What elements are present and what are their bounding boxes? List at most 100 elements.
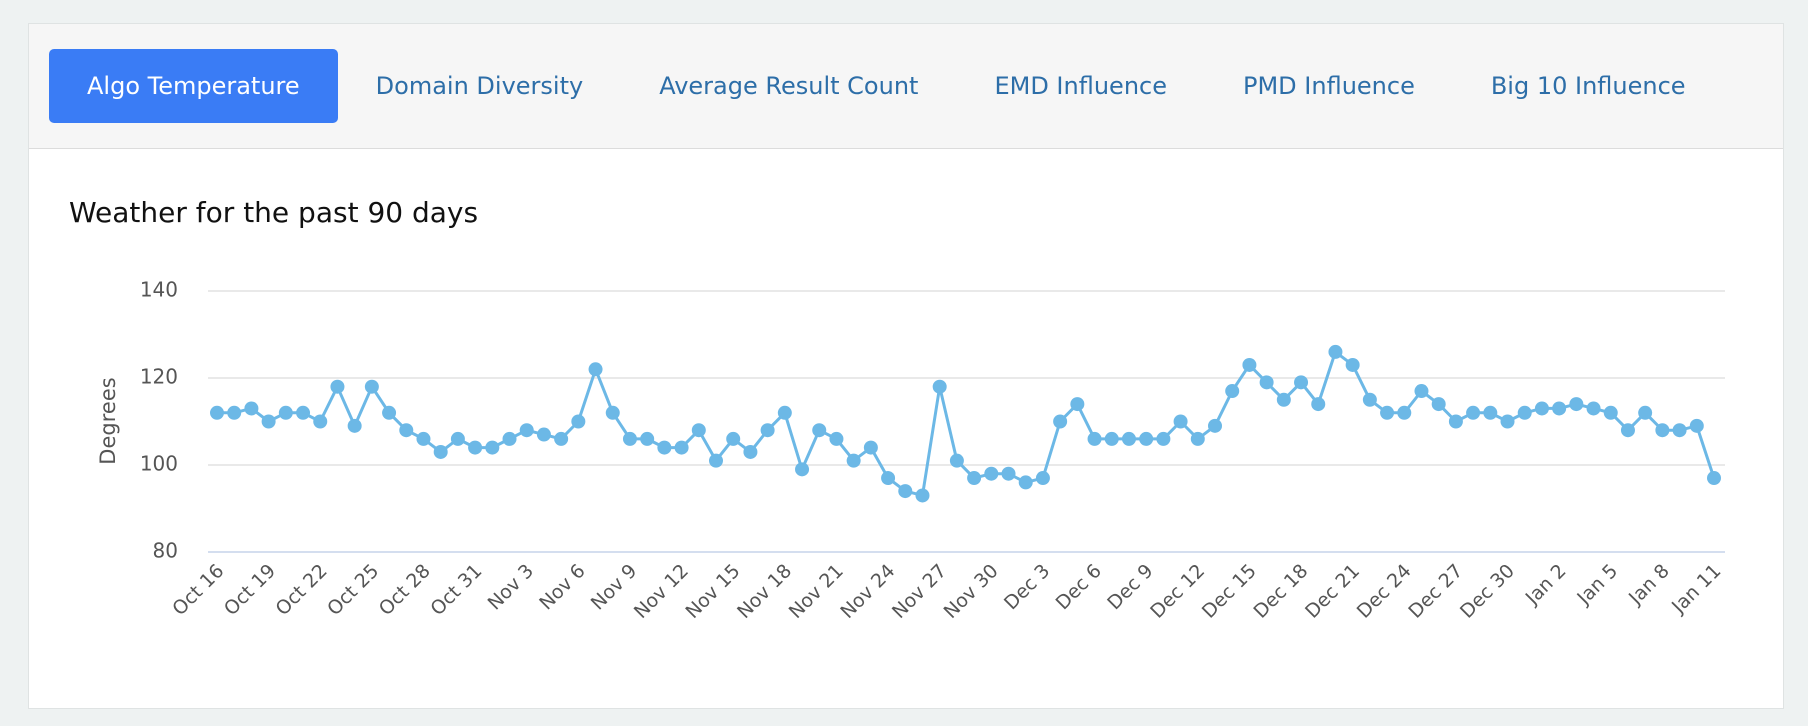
point [1311, 397, 1326, 412]
point [1620, 423, 1635, 438]
point [485, 440, 500, 455]
point [1225, 384, 1240, 399]
point [227, 405, 242, 420]
x-tick-label: Nov 30 [940, 560, 1003, 623]
point [674, 440, 689, 455]
x-tick-label: Oct 25 [323, 560, 383, 620]
point [1448, 414, 1463, 429]
point [296, 405, 311, 420]
tab[interactable]: Big 10 Influence [1490, 72, 1686, 100]
point [1707, 471, 1721, 486]
point [1139, 431, 1154, 446]
x-tick-label: Jan 5 [1572, 560, 1622, 610]
x-tick-label: Nov 27 [888, 560, 951, 623]
point [760, 423, 775, 438]
point [1552, 401, 1567, 416]
point [1500, 414, 1515, 429]
point [1431, 397, 1446, 412]
point [1672, 423, 1687, 438]
point [898, 484, 913, 499]
tab[interactable]: Average Result Count [659, 72, 919, 100]
point [915, 488, 930, 503]
point [1328, 344, 1343, 359]
point [863, 440, 878, 455]
point [347, 418, 362, 433]
point [881, 471, 896, 486]
tab[interactable]: PMD Influence [1243, 72, 1415, 100]
point [984, 466, 999, 481]
x-tick-label: Nov 6 [535, 560, 590, 615]
chart-title: Weather for the past 90 days [69, 196, 478, 229]
point [967, 471, 982, 486]
point [1380, 405, 1395, 420]
x-tick-label: Nov 15 [681, 560, 744, 623]
x-tick-label: Oct 19 [220, 560, 280, 620]
point [1294, 375, 1309, 390]
point [1483, 405, 1498, 420]
point [1569, 397, 1584, 412]
point [932, 379, 947, 394]
x-tick-label: Jan 2 [1521, 560, 1571, 610]
point [1208, 418, 1222, 433]
point [519, 423, 534, 438]
x-tick-label: Oct 22 [272, 560, 332, 620]
point [1603, 405, 1618, 420]
point [468, 440, 483, 455]
point [1638, 405, 1653, 420]
point [1466, 405, 1481, 420]
y-tick-label: 140 [140, 278, 178, 302]
point [1087, 431, 1102, 446]
x-tick-label: Nov 21 [785, 560, 848, 623]
point [450, 431, 465, 446]
x-tick-label: Nov 18 [733, 560, 796, 623]
point [605, 405, 620, 420]
point [795, 462, 810, 477]
x-tick-label: Dec 6 [1052, 560, 1106, 614]
tab[interactable]: Domain Diversity [375, 72, 584, 100]
point [640, 431, 655, 446]
point [622, 431, 637, 446]
point [1259, 375, 1274, 390]
point [1517, 405, 1532, 420]
point [1586, 401, 1601, 416]
x-tick-label: Nov 3 [484, 560, 539, 615]
y-axis-label: Degrees [96, 377, 120, 464]
point [1104, 431, 1119, 446]
point [777, 405, 792, 420]
point [399, 423, 414, 438]
point [846, 453, 861, 468]
point [261, 414, 276, 429]
point [726, 431, 741, 446]
point [1362, 392, 1377, 407]
point [1053, 414, 1068, 429]
tab[interactable]: Algo Temperature [49, 49, 338, 123]
point [812, 423, 827, 438]
point [554, 431, 569, 446]
x-tick-label: Jan 8 [1624, 560, 1674, 610]
point [691, 423, 706, 438]
x-tick-label: Oct 31 [426, 560, 486, 620]
point [1121, 431, 1136, 446]
point [1173, 414, 1188, 429]
point [1156, 431, 1171, 446]
x-tick-label: Dec 30 [1456, 560, 1519, 623]
point [588, 362, 603, 377]
x-tick-label: Oct 16 [168, 560, 228, 620]
point [949, 453, 964, 468]
point [743, 444, 758, 459]
y-tick-label: 120 [140, 365, 178, 389]
point [278, 405, 293, 420]
point [382, 405, 397, 420]
tab[interactable]: EMD Influence [994, 72, 1167, 100]
point [829, 431, 844, 446]
point [416, 431, 431, 446]
x-tick-label: Dec 15 [1198, 560, 1261, 623]
point [433, 444, 448, 459]
point [1242, 357, 1257, 372]
point [1534, 401, 1549, 416]
point [657, 440, 672, 455]
line [217, 350, 1716, 497]
tab-bar: Algo Temperature Domain Diversity Average … [29, 24, 1783, 149]
point [313, 414, 328, 429]
